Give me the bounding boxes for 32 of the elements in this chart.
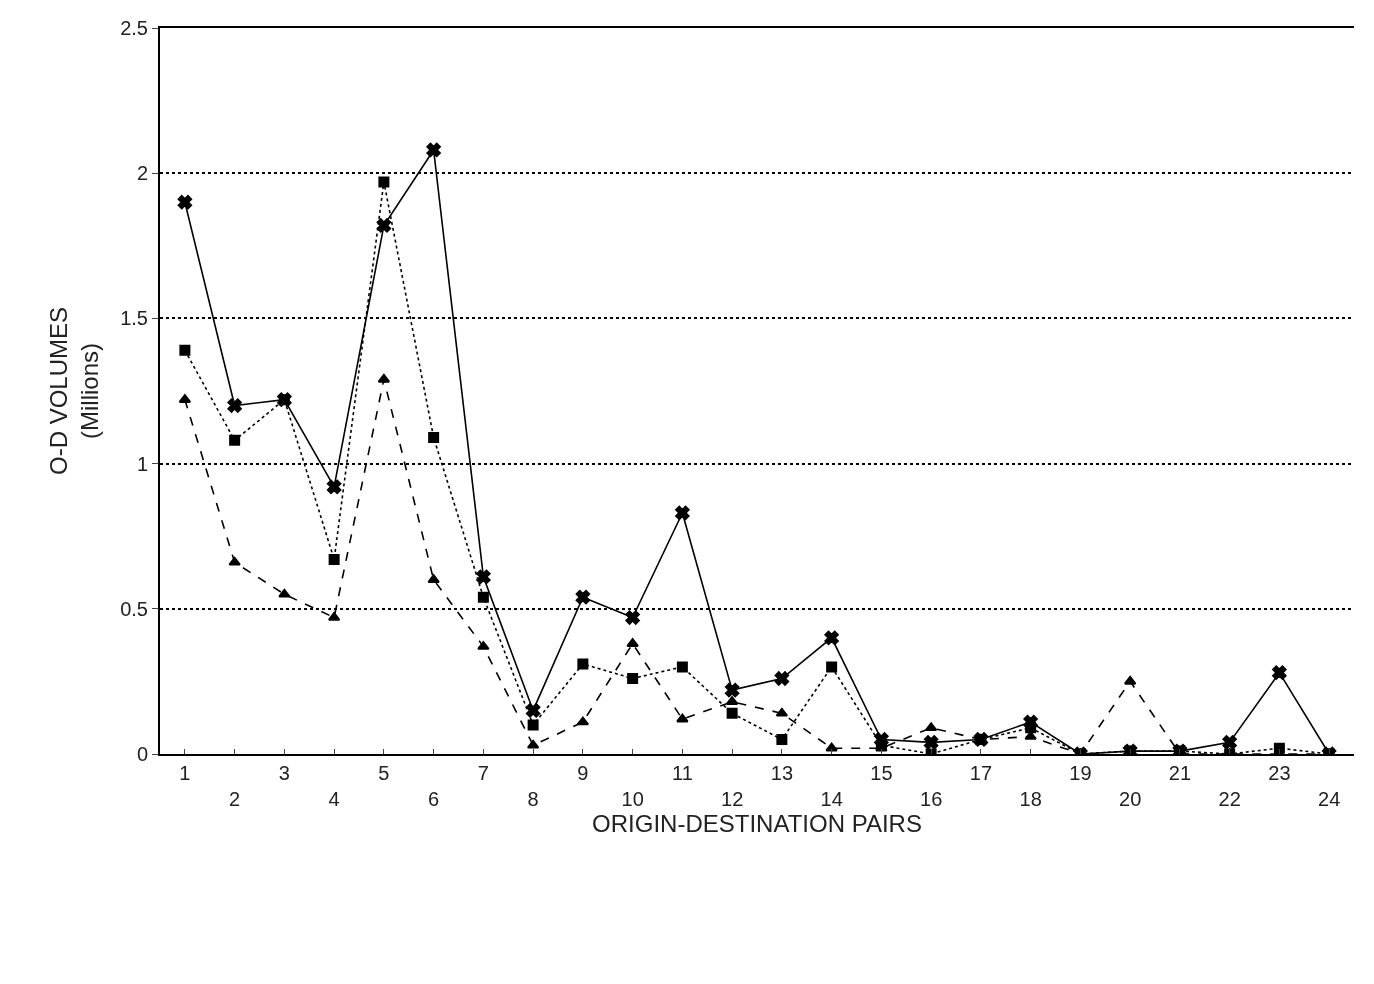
- y-tick-label: 2: [136, 162, 148, 185]
- x-tick-label: 1: [179, 762, 191, 784]
- x-tick-label: 15: [870, 762, 893, 784]
- x-tick-label: 17: [969, 762, 993, 784]
- x-tick-label: 8: [527, 788, 539, 810]
- x-tick-label: 13: [770, 762, 794, 784]
- x-axis-title: ORIGIN-DESTINATION PAIRS: [592, 810, 922, 837]
- x-tick-label: 23: [1268, 762, 1291, 784]
- x-tick-label: 2: [229, 788, 241, 810]
- x-tick-label: 5: [378, 762, 390, 784]
- x-tick-label: 24: [1318, 788, 1341, 810]
- x-tick-label: 18: [1019, 788, 1042, 810]
- x-tick-label: 12: [721, 788, 744, 810]
- x-tick-label: 7: [477, 762, 489, 784]
- y-axis-title: O-D VOLUMES (Millions): [44, 306, 103, 476]
- y-tick-label: 1: [136, 452, 148, 475]
- x-tick-label: 9: [577, 762, 589, 784]
- x-tick-label: 6: [428, 788, 440, 810]
- x-tick-label: 11: [672, 762, 693, 784]
- y-tick-label: 1.5: [120, 307, 148, 330]
- x-tick-label: 4: [328, 788, 340, 810]
- x-tick-label: 3: [278, 762, 290, 784]
- x-tick-label: 21: [1168, 762, 1192, 784]
- y-tick-label: 0.5: [120, 597, 148, 620]
- x-tick-label: 14: [820, 788, 843, 810]
- x-tick-label: 16: [920, 788, 943, 810]
- x-tick-label: 19: [1069, 762, 1092, 784]
- x-tick-label: 10: [621, 788, 644, 810]
- x-tick-label: 22: [1218, 788, 1241, 810]
- x-tick-label: 20: [1119, 788, 1142, 810]
- y-tick-label: 0: [136, 743, 148, 765]
- y-tick-label: 2.5: [120, 17, 148, 39]
